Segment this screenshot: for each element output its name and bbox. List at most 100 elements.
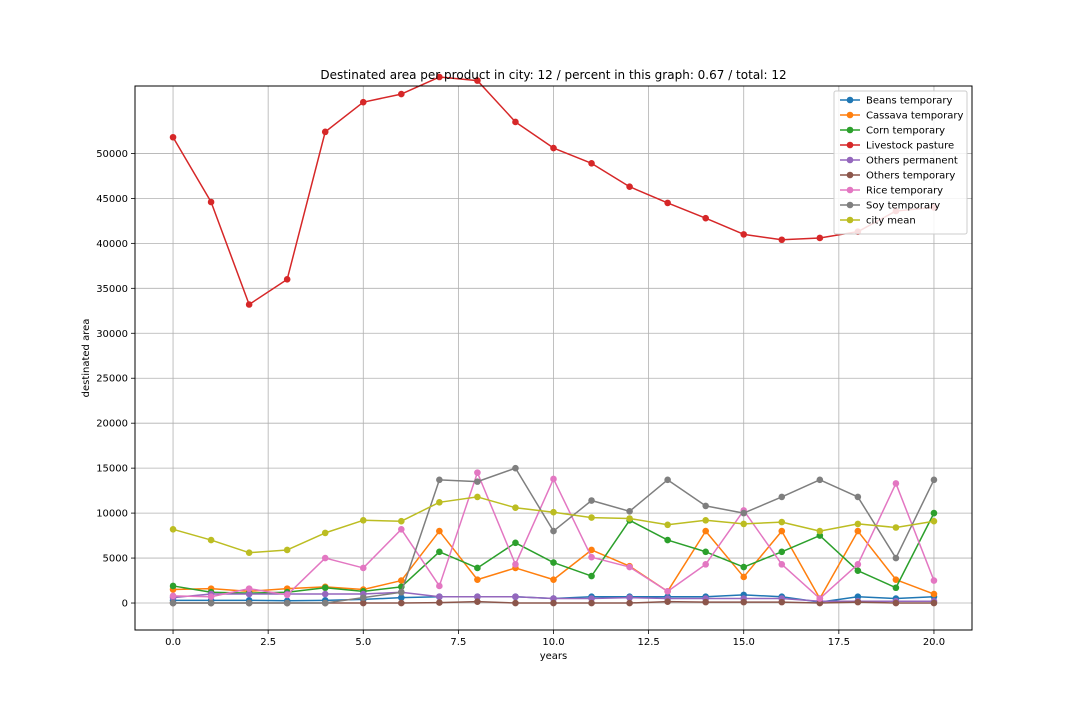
data-point xyxy=(512,593,519,601)
data-point xyxy=(398,525,405,533)
data-point xyxy=(321,599,329,607)
data-point xyxy=(626,563,633,571)
data-point xyxy=(930,577,938,584)
y-tick-label: 5000 xyxy=(103,554,128,565)
data-point xyxy=(321,584,329,592)
data-point xyxy=(550,599,557,607)
data-point xyxy=(702,548,709,556)
data-point xyxy=(474,564,481,572)
data-point xyxy=(512,118,519,126)
data-point xyxy=(930,476,938,484)
data-point xyxy=(550,576,557,583)
data-point xyxy=(626,183,633,191)
legend-label: Cassava temporary xyxy=(866,111,964,122)
data-point xyxy=(321,554,329,562)
data-point xyxy=(702,527,709,535)
x-tick-label: 0.0 xyxy=(165,637,181,648)
data-point xyxy=(550,508,557,516)
data-point xyxy=(664,476,671,484)
data-point xyxy=(474,493,481,501)
data-point xyxy=(778,493,786,501)
data-point xyxy=(626,594,633,601)
data-point xyxy=(740,509,748,517)
data-point xyxy=(664,598,671,605)
data-point xyxy=(359,599,367,607)
data-point xyxy=(207,198,215,206)
legend-marker xyxy=(846,96,854,104)
data-point xyxy=(436,582,443,590)
legend-marker xyxy=(846,141,854,149)
y-tick-label: 10000 xyxy=(96,509,128,520)
y-axis-label: destinated area xyxy=(81,319,92,398)
legend-marker xyxy=(846,201,854,209)
data-point xyxy=(588,160,595,167)
data-point xyxy=(550,475,557,483)
data-point xyxy=(512,464,519,472)
data-point xyxy=(436,599,443,606)
y-tick-label: 15000 xyxy=(96,464,128,475)
data-point xyxy=(740,563,748,571)
y-tick-label: 25000 xyxy=(96,374,128,385)
data-point xyxy=(778,561,786,568)
data-point xyxy=(854,493,862,501)
data-point xyxy=(207,536,215,544)
legend-label: Rice temporary xyxy=(866,186,943,197)
data-point xyxy=(398,588,405,596)
data-point xyxy=(398,577,405,584)
legend-item: Rice temporary xyxy=(840,186,943,197)
data-point xyxy=(169,592,177,600)
data-point xyxy=(436,499,443,506)
legend-label: Soy temporary xyxy=(866,201,940,212)
legend-marker xyxy=(846,171,854,179)
legend-label: Livestock pasture xyxy=(866,141,954,152)
series-city-mean xyxy=(169,493,938,556)
data-point xyxy=(245,590,253,598)
data-point xyxy=(854,561,862,568)
data-point xyxy=(816,595,824,602)
data-point xyxy=(740,520,748,528)
data-point xyxy=(664,199,671,207)
data-point xyxy=(398,517,405,525)
y-tick-label: 0 xyxy=(122,599,128,610)
y-tick-label: 35000 xyxy=(96,284,128,295)
data-point xyxy=(778,598,786,606)
data-point xyxy=(474,77,481,84)
data-point xyxy=(436,476,443,484)
x-tick-label: 10.0 xyxy=(542,637,564,648)
data-point xyxy=(169,133,177,141)
data-point xyxy=(474,576,481,583)
data-point xyxy=(283,276,291,283)
data-point xyxy=(474,598,481,605)
data-point xyxy=(474,593,481,601)
legend-label: Others permanent xyxy=(866,156,958,167)
legend: Beans temporary Cassava temporary Corn tem… xyxy=(833,90,968,235)
series-soy-temporary xyxy=(169,464,938,607)
data-point xyxy=(930,599,938,607)
data-point xyxy=(245,585,253,592)
data-point xyxy=(892,584,900,592)
data-point xyxy=(359,564,367,572)
x-tick-label: 15.0 xyxy=(733,637,755,648)
data-point xyxy=(359,517,367,524)
data-point xyxy=(398,599,405,607)
y-tick-label: 45000 xyxy=(96,194,128,205)
data-point xyxy=(436,548,443,556)
data-point xyxy=(207,593,215,601)
legend-marker xyxy=(846,216,854,224)
data-point xyxy=(588,572,595,580)
series-corn-temporary xyxy=(169,509,938,597)
data-point xyxy=(702,561,709,568)
data-point xyxy=(359,594,367,601)
data-point xyxy=(550,144,557,152)
y-tick-label: 20000 xyxy=(96,419,128,430)
data-point xyxy=(588,599,595,607)
data-point xyxy=(436,527,443,535)
data-point xyxy=(245,549,253,556)
legend-marker xyxy=(846,156,854,164)
data-point xyxy=(778,236,786,244)
data-point xyxy=(283,546,291,554)
data-point xyxy=(854,520,862,528)
legend-marker xyxy=(846,186,854,194)
data-point xyxy=(207,599,215,607)
